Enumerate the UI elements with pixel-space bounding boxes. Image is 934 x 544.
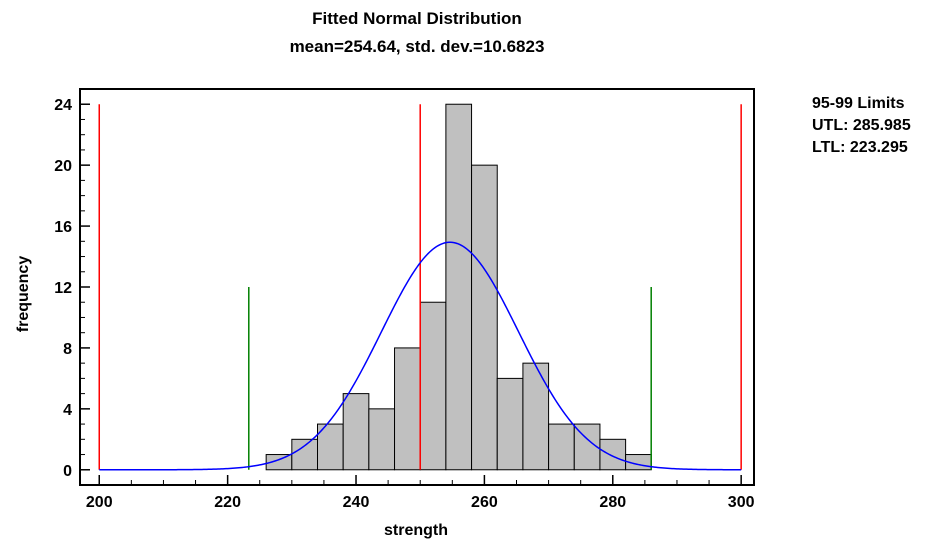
limits-heading: 95-99 Limits [812,95,905,112]
x-tick-label: 200 [86,494,113,511]
y-tick-label: 8 [63,341,72,358]
utl-label: UTL: 285.985 [812,117,911,134]
x-tick-label: 240 [343,494,370,511]
y-tick-label: 24 [54,97,72,114]
x-tick-label: 260 [471,494,498,511]
histogram-bar [342,393,370,471]
y-tick-label: 4 [63,402,72,419]
histogram-bar [445,103,473,471]
ltl-label: LTL: 223.295 [812,139,908,156]
histogram-bar [394,347,421,471]
limits-legend: 95-99 Limits UTL: 285.985 LTL: 223.295 [812,93,911,159]
x-axis-label: strength [384,522,448,539]
y-tick-label: 12 [54,280,72,297]
histogram-bar [496,377,524,471]
chart-subtitle: mean=254.64, std. dev.=10.6823 [290,37,545,56]
x-tick-label: 300 [728,494,755,511]
y-tick-label: 16 [54,219,72,236]
bars-layer [265,103,652,471]
histogram-bar [522,362,550,471]
histogram-bar [573,423,601,471]
y-tick-label: 0 [63,463,72,480]
histogram-bar [548,423,575,471]
chart-title: Fitted Normal Distribution [312,9,522,28]
histogram-bar [368,408,396,471]
axis-ticks-layer: 200 220 240 260 280 300 0 4 8 12 16 20 24 [54,97,754,511]
histogram-bar [471,164,498,471]
y-tick-label: 20 [54,158,72,175]
x-tick-label: 220 [214,494,241,511]
histogram-bar [291,438,319,471]
x-tick-label: 280 [599,494,626,511]
histogram-bar [599,438,627,471]
y-axis-label: frequency [15,256,32,333]
fitted-normal-curve [99,241,742,471]
reference-lines-layer [98,104,742,470]
histogram-bar [419,301,447,471]
histogram-bar [317,423,344,471]
